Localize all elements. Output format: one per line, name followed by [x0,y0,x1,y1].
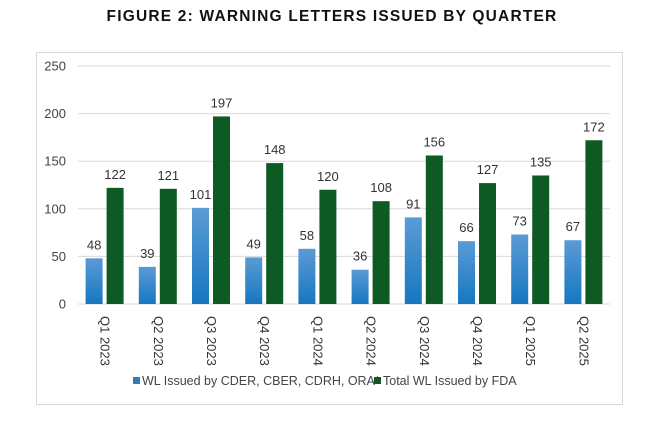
legend-label: WL Issued by CDER, CBER, CDRH, ORA* [142,374,380,388]
bar-cder-cber-cdrh-ora [458,241,475,304]
y-tick-label: 100 [44,201,66,216]
bar-cder-cber-cdrh-ora [351,269,369,304]
data-label: 156 [423,134,445,149]
bar-total-fda [319,189,337,304]
x-tick-label: Q4 2023 [257,316,272,366]
bar-cder-cber-cdrh-ora [564,240,582,304]
data-label: 197 [211,95,233,110]
bar-total-fda [532,175,550,304]
y-tick-label: 200 [44,106,66,121]
bar-cder-cber-cdrh-ora [245,257,263,304]
legend-swatch [374,377,381,384]
legend-swatch [133,377,140,384]
y-tick-label: 0 [59,297,66,312]
y-tick-label: 150 [44,154,66,169]
data-label: 127 [477,162,499,177]
bar-total-fda [266,163,284,304]
bar-total-fda [372,201,390,304]
x-tick-label: Q2 2023 [151,316,166,366]
x-tick-label: Q1 2023 [98,316,113,366]
chart-frame [36,52,623,405]
data-label: 120 [317,169,339,184]
data-label: 66 [459,220,473,235]
x-tick-label: Q2 2024 [364,316,379,366]
data-label: 36 [353,249,367,264]
bar-cder-cber-cdrh-ora [85,258,103,304]
data-label: 73 [512,214,526,229]
bar-total-fda [585,140,603,304]
bar-total-fda [159,188,177,304]
bar-total-fda [213,116,230,305]
bar-cder-cber-cdrh-ora [138,266,156,304]
data-label: 148 [264,142,286,157]
data-label: 91 [406,196,420,211]
data-label: 108 [370,180,392,195]
x-tick-label: Q3 2024 [417,316,432,366]
data-label: 58 [300,228,314,243]
bar-cder-cber-cdrh-ora [511,234,529,304]
x-tick-label: Q1 2024 [310,316,325,366]
x-tick-label: Q3 2023 [204,316,219,366]
bar-total-fda [425,155,443,304]
y-tick-label: 50 [52,249,66,264]
legend-label: Total WL Issued by FDA [383,374,517,388]
data-label: 121 [157,168,179,183]
data-label: 67 [566,219,580,234]
bar-cder-cber-cdrh-ora [192,207,209,304]
data-label: 48 [87,237,101,252]
data-label: 49 [246,236,260,251]
bar-cder-cber-cdrh-ora [404,217,422,304]
bar-total-fda [106,187,124,304]
data-label: 135 [530,154,552,169]
data-label: 39 [140,246,154,261]
x-tick-label: Q2 2025 [576,316,591,366]
bar-total-fda [479,183,496,304]
data-label: 101 [190,187,212,202]
x-tick-label: Q4 2024 [470,316,485,366]
data-label: 122 [104,167,126,182]
bar-cder-cber-cdrh-ora [298,248,316,304]
y-tick-label: 250 [44,59,66,74]
x-tick-label: Q1 2025 [523,316,538,366]
data-label: 172 [583,119,605,134]
chart-title: FIGURE 2: WARNING LETTERS ISSUED BY QUAR… [106,8,558,25]
